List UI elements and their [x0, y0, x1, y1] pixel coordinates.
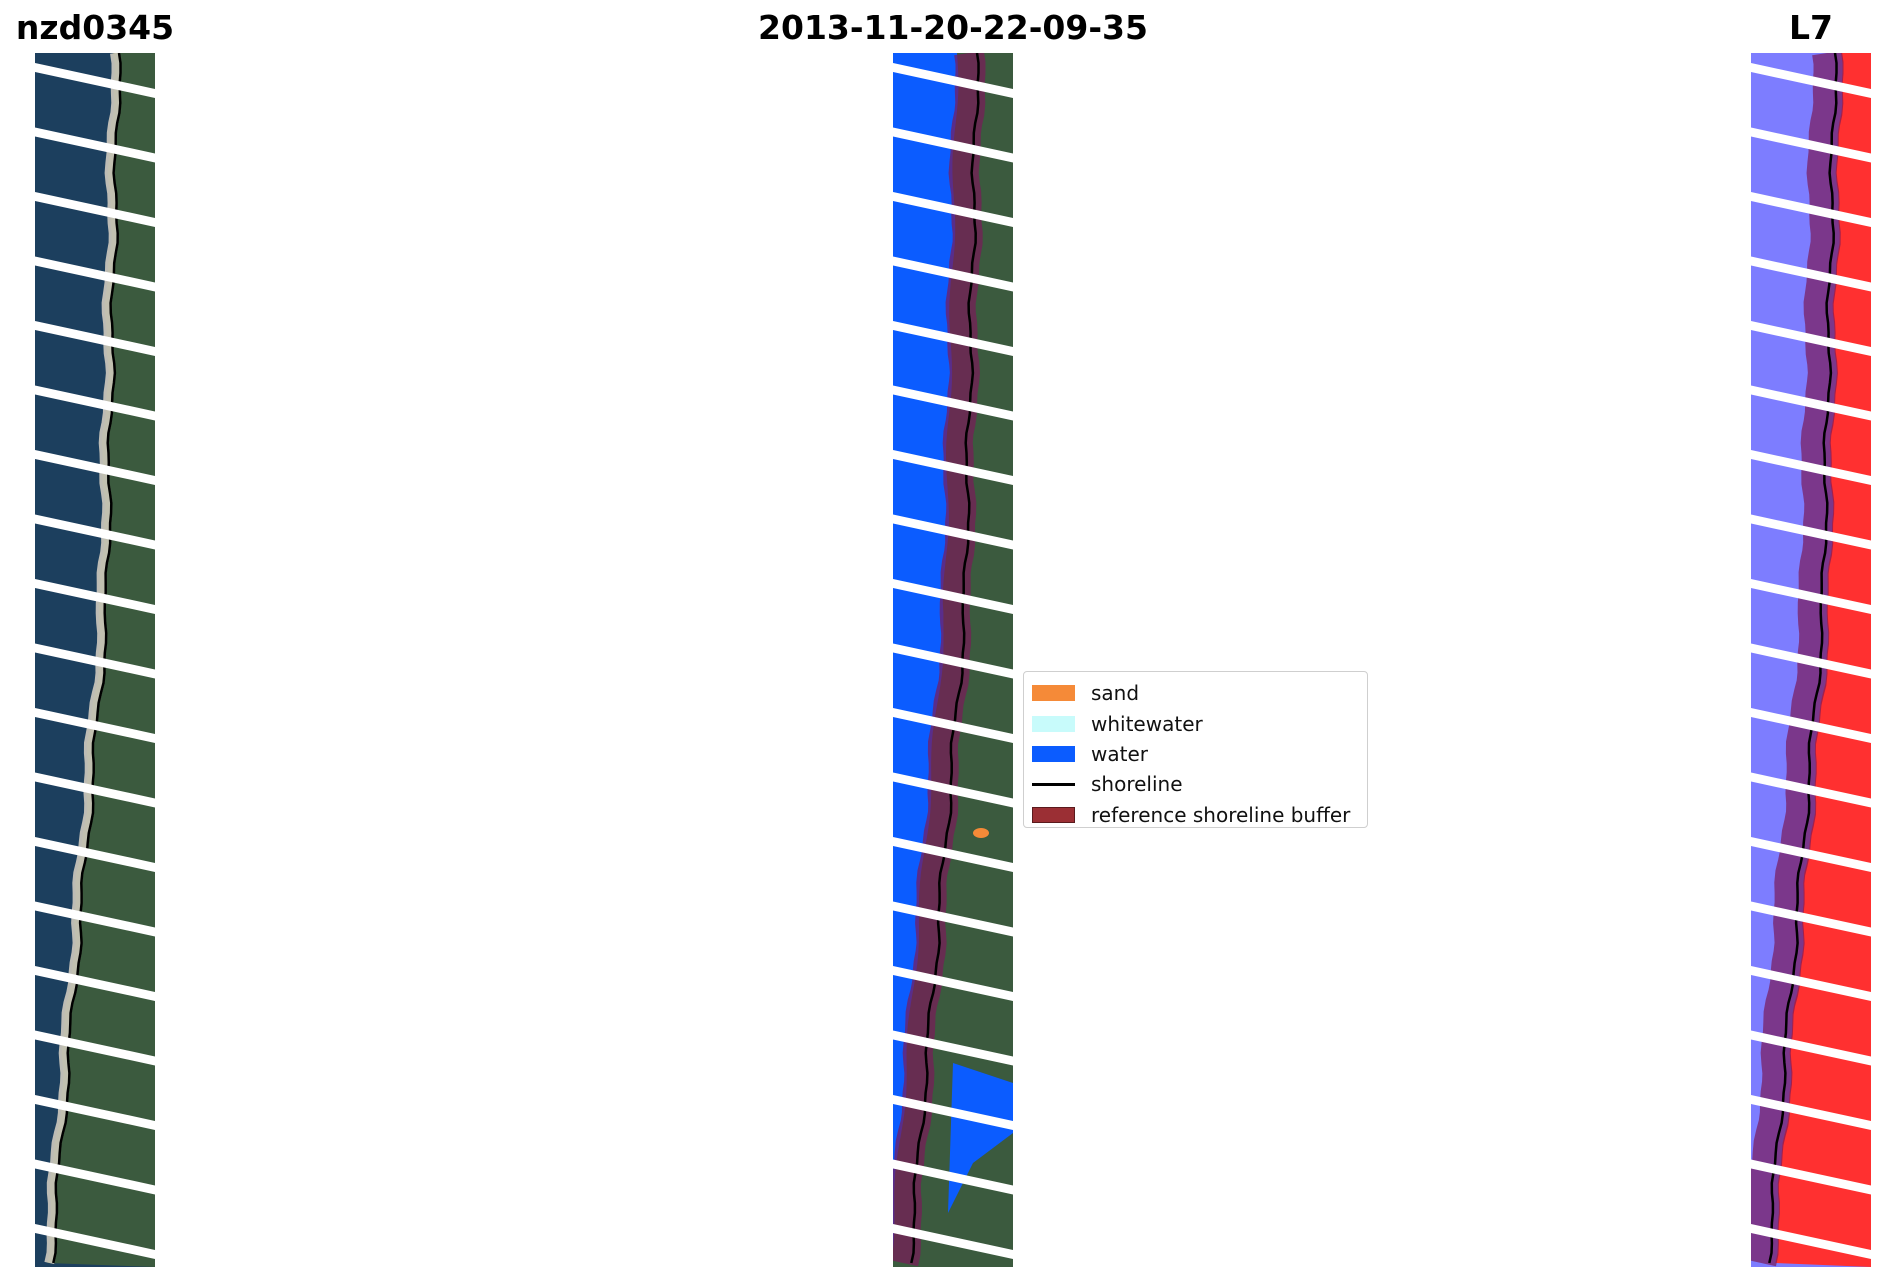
- scan-line-gap: [1751, 579, 1871, 614]
- scan-line-gap: [1751, 901, 1871, 937]
- legend-item-reference-buffer: reference shoreline buffer: [1024, 800, 1367, 830]
- scan-line-gap: [1751, 1030, 1871, 1066]
- scan-line-gap: [35, 127, 155, 163]
- scan-line-gap: [1751, 1095, 1871, 1130]
- legend-item-whitewater: whitewater: [1024, 708, 1367, 738]
- scan-line-gap: [35, 321, 155, 356]
- scan-line-gap: [35, 63, 155, 98]
- scan-line-gap: [35, 1095, 155, 1130]
- scan-line-gap: [893, 192, 1013, 227]
- scan-line-gap: [893, 708, 1013, 743]
- legend-swatch-water: [1032, 745, 1075, 762]
- scan-line-gap: [35, 192, 155, 227]
- scan-line-gap: [1751, 450, 1871, 485]
- scan-line-gap: [35, 1224, 155, 1259]
- scan-line-gap: [35, 837, 155, 872]
- scan-line-gap: [893, 643, 1013, 679]
- water-class-area: [893, 53, 959, 1267]
- scan-line-gap: [893, 837, 1013, 872]
- rgb-satellite-image: [35, 53, 155, 1267]
- scan-line-gap: [1751, 514, 1871, 550]
- water-index-land: [1775, 53, 1871, 1267]
- legend-swatch-sand: [1032, 685, 1075, 702]
- scan-line-gap: [35, 901, 155, 937]
- image-title-site: nzd0345: [15, 8, 175, 47]
- water-index-panel: [1751, 53, 1871, 1267]
- scan-line-gap: [1751, 385, 1871, 421]
- image-title-satellite: L7: [1789, 8, 1833, 47]
- scan-line-gap: [893, 1159, 1013, 1195]
- scan-line-gap: [1751, 1159, 1871, 1195]
- legend-item-shoreline: shoreline: [1024, 769, 1367, 799]
- scan-line-gap: [35, 514, 155, 550]
- scan-line-gap: [893, 385, 1013, 421]
- shoreline-contour: [910, 53, 980, 1264]
- scan-line-gap: [35, 1030, 155, 1066]
- scan-line-gap: [893, 1095, 1013, 1130]
- legend-item-sand: sand: [1024, 678, 1367, 708]
- scan-line-gap: [893, 772, 1013, 808]
- scan-line-gap: [35, 450, 155, 485]
- legend-item-water: water: [1024, 739, 1367, 769]
- scan-line-gap: [35, 579, 155, 614]
- scan-line-gap: [893, 901, 1013, 937]
- scan-line-gap: [35, 256, 155, 292]
- scan-line-gap: [893, 1030, 1013, 1066]
- legend-label: reference shoreline buffer: [1091, 802, 1351, 827]
- water-index-image: [1751, 53, 1871, 1267]
- scan-line-gap: [1751, 63, 1871, 98]
- shoreline-contour: [52, 53, 122, 1264]
- legend-label: sand: [1091, 681, 1140, 706]
- classified-satellite-image: [893, 53, 1013, 1267]
- sand-class-patch: [973, 828, 989, 838]
- legend-label: whitewater: [1091, 711, 1203, 736]
- scan-line-gap: [1751, 127, 1871, 163]
- scan-line-gap: [1751, 837, 1871, 872]
- image-title-date: 2013-11-20-22-09-35: [758, 8, 1148, 47]
- scan-line-gap: [1751, 772, 1871, 808]
- scan-line-gap: [1751, 256, 1871, 292]
- scan-line-gap: [35, 385, 155, 421]
- scan-line-gap: [1751, 966, 1871, 1001]
- legend-swatch-reference-buffer: [1032, 806, 1075, 823]
- scan-line-gap: [893, 514, 1013, 550]
- legend: sand whitewater water shoreline referenc…: [1023, 671, 1368, 828]
- scan-line-gap: [893, 966, 1013, 1001]
- scan-line-gap: [35, 708, 155, 743]
- legend-swatch-shoreline: [1032, 782, 1075, 786]
- scan-line-gap: [35, 772, 155, 808]
- scan-line-gap: [35, 966, 155, 1001]
- scan-line-gap: [893, 256, 1013, 292]
- scan-line-gap: [893, 127, 1013, 163]
- scan-line-gap: [893, 321, 1013, 356]
- scan-line-gap: [893, 450, 1013, 485]
- legend-swatch-whitewater: [1032, 715, 1075, 732]
- scan-line-gap: [893, 1224, 1013, 1259]
- rgb-image-panel: [35, 53, 155, 1267]
- classified-image-panel: [893, 53, 1013, 1267]
- scan-line-gap: [893, 579, 1013, 614]
- scan-line-gap: [1751, 1224, 1871, 1259]
- legend-label: water: [1091, 741, 1148, 766]
- shoreline-contour: [1768, 53, 1838, 1264]
- scan-line-gap: [1751, 321, 1871, 356]
- scan-line-gap: [35, 1159, 155, 1195]
- scan-line-gap: [1751, 708, 1871, 743]
- scan-line-gap: [1751, 643, 1871, 679]
- legend-label: shoreline: [1091, 772, 1183, 797]
- scan-line-gap: [1751, 192, 1871, 227]
- scan-line-gap: [35, 643, 155, 679]
- scan-line-gap: [893, 63, 1013, 98]
